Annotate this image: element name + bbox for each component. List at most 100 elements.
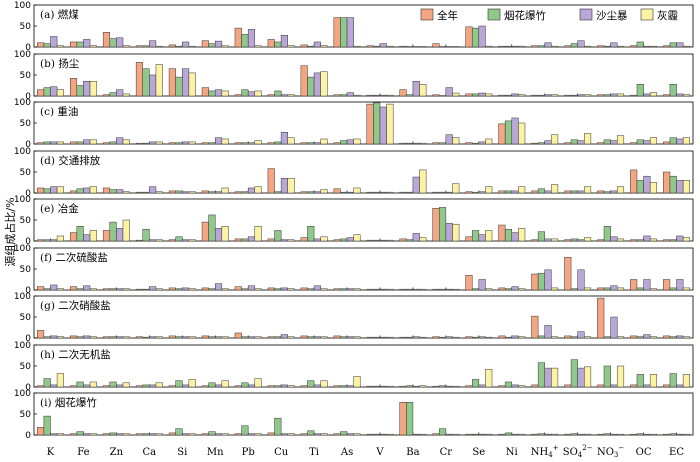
bar-Fe-series-4	[89, 230, 97, 242]
bar-Ni-series-3	[511, 117, 519, 145]
bar-Cr-series-4	[452, 137, 460, 145]
y-tick-label: 0	[25, 383, 31, 393]
bar-NO3--series-1	[597, 239, 605, 242]
bar-OC-series-4	[649, 336, 658, 339]
bar-OC-series-3	[643, 279, 651, 291]
bar-Ni-series-1	[498, 94, 506, 97]
y-tick-label: 0	[25, 92, 31, 102]
panel-label: (i) 烟花爆竹	[40, 396, 97, 409]
y-tick-label: 50	[20, 410, 32, 420]
bar-Cu-series-3	[280, 334, 288, 339]
bar-SO42--series-4	[584, 433, 592, 436]
bar-NO3--series-3	[610, 285, 618, 291]
bar-NH4+-series-1	[531, 315, 539, 339]
bar-V-series-4	[386, 94, 394, 97]
bar-K-series-4	[56, 45, 64, 48]
bar-Pb-series-1	[234, 332, 242, 339]
bar-Pb-series-1	[234, 286, 242, 291]
bar-V-series-3	[379, 336, 387, 339]
bar-Ti-series-4	[320, 138, 328, 145]
bar-Cr-series-4	[452, 385, 460, 388]
bar-NH4+-series-2	[537, 142, 545, 145]
bar-Fe-series-3	[83, 139, 91, 145]
bar-Cr-series-2	[439, 142, 447, 145]
bar-Fe-series-2	[76, 85, 84, 97]
x-tick-label: As	[340, 447, 353, 458]
bar-Cu-series-1	[267, 287, 275, 291]
bar-K-series-1	[37, 187, 45, 194]
bar-As-series-3	[346, 237, 354, 242]
bar-K-series-4	[56, 433, 64, 436]
bar-NH4+-series-4	[551, 336, 559, 339]
bar-Ti-series-1	[300, 142, 308, 145]
bar-Zn-series-4	[122, 93, 130, 97]
legend-label: 烟花爆竹	[504, 9, 546, 22]
bar-Pb-series-4	[254, 378, 262, 388]
bar-SO42--series-2	[570, 433, 578, 436]
bar-Mn-series-3	[214, 433, 223, 436]
bar-Ba-series-4	[419, 288, 427, 291]
bar-NH4+-series-4	[551, 238, 559, 242]
bar-EC-series-4	[682, 137, 690, 145]
bar-NO3--series-3	[610, 190, 618, 194]
bar-Ni-series-4	[518, 94, 526, 97]
bar-Se-series-4	[485, 45, 493, 48]
bar-V-series-3	[379, 106, 387, 145]
panel-8: 0 50 100 (h) 二次无机盐	[14, 341, 694, 393]
bar-Si-series-4	[188, 72, 196, 97]
bar-Se-series-1	[465, 385, 473, 388]
bar-NO3--series-2	[603, 287, 611, 291]
legend-label: 全年	[437, 9, 458, 22]
bar-Zn-series-1	[102, 433, 111, 436]
bar-Ba-series-3	[412, 233, 420, 242]
bar-K-series-4	[56, 373, 64, 388]
bar-Ni-series-3	[511, 190, 519, 194]
x-tick-label: Mn	[207, 447, 224, 458]
bar-Ti-series-2	[307, 142, 315, 145]
bar-Ni-series-3	[511, 335, 519, 339]
bar-K-series-2	[43, 188, 51, 194]
bar-Cu-series-1	[267, 39, 275, 48]
bar-EC-series-2	[669, 42, 677, 48]
bar-Ti-series-1	[300, 433, 308, 436]
bar-Ni-series-4	[518, 433, 526, 436]
bar-Mn-series-3	[214, 137, 223, 145]
bar-Zn-series-4	[122, 191, 130, 194]
bar-Ti-series-3	[313, 285, 321, 291]
bar-NH4+-series-4	[551, 433, 559, 436]
legend: 全年 烟花爆竹 沙尘暴 灰霾	[420, 8, 678, 22]
bar-Zn-series-3	[116, 336, 124, 339]
panel-label: (b) 扬尘	[40, 57, 80, 70]
panel-frame	[33, 392, 694, 436]
bar-Pb-series-3	[247, 236, 256, 242]
bar-EC-series-3	[676, 279, 684, 291]
bar-EC-series-1	[663, 141, 671, 145]
bar-NO3--series-3	[610, 93, 618, 97]
bar-V-series-4	[386, 239, 394, 242]
bar-SO42--series-2	[570, 359, 578, 388]
legend-swatch	[420, 8, 434, 21]
bar-Si-series-2	[175, 190, 183, 194]
bar-Zn-series-2	[109, 38, 117, 48]
bar-Mn-series-2	[208, 214, 216, 242]
bar-OC-series-2	[636, 41, 644, 48]
panel-frame	[33, 101, 694, 145]
bar-SO42--series-3	[577, 94, 585, 97]
bar-Cr-series-3	[445, 191, 453, 194]
bar-Pb-series-2	[241, 238, 249, 242]
bar-Zn-series-1	[102, 142, 111, 145]
bar-EC-series-3	[676, 235, 684, 242]
bar-As-series-2	[340, 17, 348, 48]
y-tick-label: 100	[14, 147, 31, 157]
bar-Ca-series-4	[155, 433, 163, 436]
bar-V-series-4	[386, 103, 394, 145]
bar-EC-series-2	[669, 175, 677, 194]
bar-SO42--series-1	[564, 190, 572, 194]
bar-OC-series-3	[643, 433, 651, 436]
bar-As-series-3	[346, 139, 354, 145]
bar-Ti-series-1	[300, 191, 308, 194]
bar-EC-series-1	[663, 45, 671, 48]
bar-Ba-series-3	[412, 142, 420, 145]
bar-Ba-series-1	[399, 89, 407, 97]
bar-Si-series-4	[188, 191, 196, 194]
